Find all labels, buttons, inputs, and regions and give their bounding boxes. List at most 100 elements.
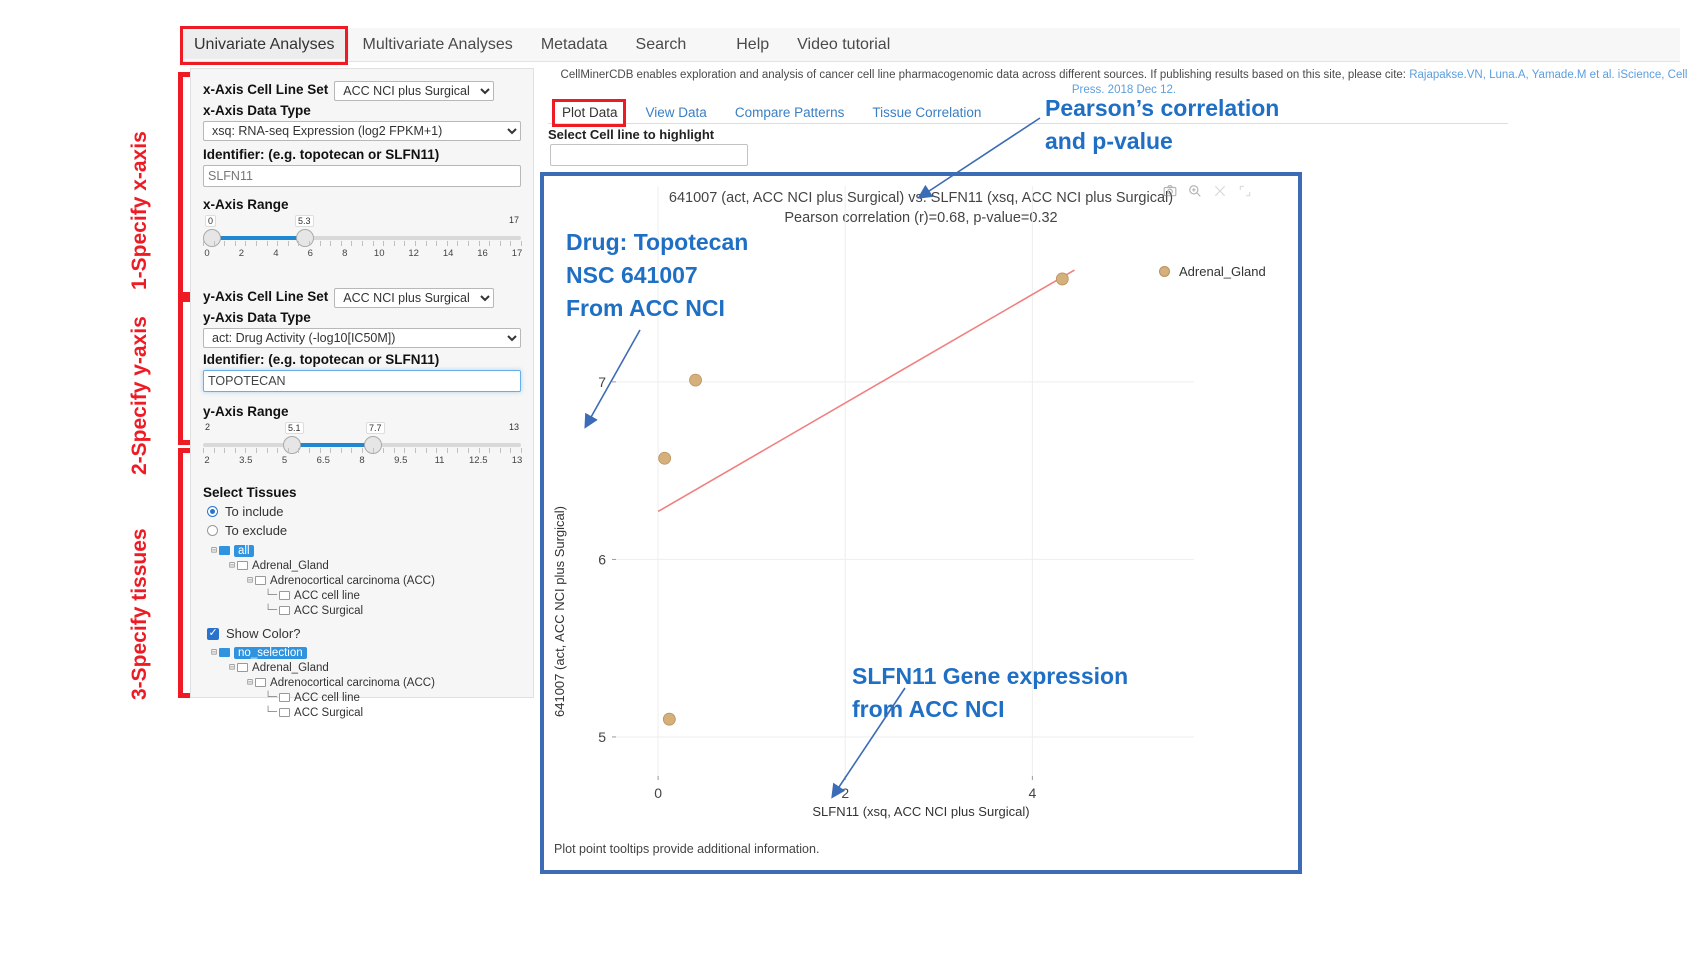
- tissue-tree-node[interactable]: ⊟ all: [203, 543, 521, 558]
- highlight-cellline-label: Select Cell line to highlight: [548, 127, 715, 142]
- x-slider-knob-low[interactable]: [203, 229, 221, 247]
- slider-tick-label: 0: [204, 248, 210, 259]
- tissue-tree-node[interactable]: ⊟ Adrenal_Gland: [203, 660, 521, 675]
- tissue-tree-node[interactable]: ⊟ Adrenocortical carcinoma (ACC): [203, 573, 521, 588]
- tree-node-label: ACC Surgical: [294, 706, 364, 719]
- folder-icon: [237, 663, 249, 672]
- tab-view-data[interactable]: View Data: [645, 105, 707, 120]
- trendline: [657, 269, 1075, 513]
- radio-to-include[interactable]: To include: [207, 504, 521, 519]
- tree-expander-icon[interactable]: └─: [265, 707, 278, 718]
- step-label-2: 2-Specify y-axis: [128, 316, 151, 475]
- x-cellline-select[interactable]: ACC NCI plus Surgical: [334, 81, 495, 101]
- data-point[interactable]: [689, 373, 702, 387]
- tissue-tree-include: ⊟ all ⊟ Adrenal_Gland ⊟ Adrenocortical carcin…: [203, 543, 521, 618]
- x-range-min-value: 0: [205, 215, 217, 227]
- annotation-pearson: Pearson’s correlation and p-value: [1045, 95, 1280, 154]
- slider-tick-label: 14: [442, 248, 454, 259]
- plot-title-stats: Pearson correlation (r)=0.68, p-value=0.…: [784, 210, 1058, 226]
- slider-tick-label: 5: [281, 455, 288, 466]
- nav-item-help[interactable]: Help: [736, 35, 770, 53]
- nav-item-metadata[interactable]: Metadata: [540, 35, 608, 53]
- tree-expander-icon[interactable]: └─: [265, 590, 278, 601]
- radio-include-label: To include: [225, 504, 284, 519]
- y-range-high-value: 7.7: [366, 422, 385, 434]
- data-point[interactable]: [1055, 272, 1069, 286]
- tree-expander-icon[interactable]: ⊟: [247, 677, 254, 688]
- tree-node-label: Adrenocortical carcinoma (ACC): [270, 574, 435, 587]
- tree-expander-icon[interactable]: ⊟: [229, 560, 236, 571]
- tissue-tree-node[interactable]: └─ ACC cell line: [203, 690, 521, 705]
- plot-x-axis-label: SLFN11 (xsq, ACC NCI plus Surgical): [812, 804, 1030, 819]
- nav-item-univariate-analyses[interactable]: Univariate Analyses: [180, 30, 349, 59]
- tree-node-label: all: [234, 544, 254, 557]
- pan-icon[interactable]: [1213, 184, 1227, 198]
- y-cellline-select[interactable]: ACC NCI plus Surgical: [334, 288, 495, 308]
- tree-expander-icon[interactable]: ⊟: [211, 545, 218, 556]
- slider-tick-label: 8: [342, 248, 348, 259]
- tab-plot-data[interactable]: Plot Data: [562, 105, 618, 120]
- x-slider-fill: [212, 236, 305, 240]
- x-identifier-input[interactable]: [203, 165, 521, 187]
- tissue-selection-block: Select Tissues To include To exclude ⊟ al…: [203, 485, 521, 720]
- nav-item-multivariate-analyses[interactable]: Multivariate Analyses: [362, 35, 513, 53]
- y-datatype-select[interactable]: act: Drug Activity (-log10[IC50M]): [203, 328, 521, 348]
- data-point[interactable]: [662, 712, 676, 726]
- slider-tick-label: 10: [373, 248, 385, 259]
- nav-item-video-tutorial[interactable]: Video tutorial: [797, 35, 891, 53]
- tissue-tree-node[interactable]: └─ ACC Surgical: [203, 705, 521, 720]
- y-range-slider[interactable]: 2 5.1 7.7 13 2 3.5 5 6.5 8 9.5 11 12.5 13: [203, 422, 522, 471]
- y-cellline-row: y-Axis Cell Line Set ACC NCI plus Surgic…: [203, 288, 521, 308]
- tree-node-label: no_selection: [234, 646, 307, 659]
- x-cellline-label: x-Axis Cell Line Set: [203, 82, 329, 97]
- camera-icon[interactable]: [1163, 184, 1177, 198]
- step-label-3: 3-Specify tissues: [128, 528, 151, 700]
- x-range-label: x-Axis Range: [203, 197, 289, 212]
- tab-compare-patterns[interactable]: Compare Patterns: [734, 105, 845, 120]
- tree-node-label: Adrenal_Gland: [252, 661, 329, 674]
- tissue-tree-node[interactable]: └─ ACC Surgical: [203, 603, 521, 618]
- slider-tick-label: 17: [511, 248, 523, 259]
- folder-icon: [255, 576, 267, 585]
- y-slider-knob-low[interactable]: [283, 436, 301, 454]
- tree-expander-icon[interactable]: └─: [265, 605, 278, 616]
- y-range-label: y-Axis Range: [203, 404, 289, 419]
- tree-expander-icon[interactable]: ⊟: [247, 575, 254, 586]
- x-datatype-select[interactable]: xsq: RNA-seq Expression (log2 FPKM+1): [203, 121, 521, 141]
- tissue-tree-node[interactable]: ⊟ Adrenal_Gland: [203, 558, 521, 573]
- y-slider-knob-high[interactable]: [364, 436, 382, 454]
- step-bracket-1: [178, 72, 192, 297]
- y-identifier-input[interactable]: [203, 370, 521, 392]
- tree-expander-icon[interactable]: ⊟: [211, 647, 218, 658]
- radio-to-exclude[interactable]: To exclude: [207, 523, 521, 538]
- zoom-in-icon[interactable]: [1188, 184, 1202, 198]
- tab-tissue-correlation[interactable]: Tissue Correlation: [872, 105, 982, 120]
- y-tick-label: 5: [598, 729, 606, 745]
- y-slider-ticklabels: 2 3.5 5 6.5 8 9.5 11 12.5 13: [203, 455, 522, 469]
- x-datatype-label: x-Axis Data Type: [203, 103, 311, 118]
- tissue-tree-node[interactable]: ⊟ Adrenocortical carcinoma (ACC): [203, 675, 521, 690]
- folder-icon: [219, 546, 231, 555]
- slider-tick-label: 9.5: [394, 455, 408, 466]
- checkbox-checked-icon: [207, 626, 219, 640]
- citation-text: CellMinerCDB enables exploration and ana…: [548, 68, 1700, 98]
- tree-expander-icon[interactable]: └─: [265, 692, 278, 703]
- x-tick-label: 2: [841, 785, 849, 801]
- analysis-tabs: Plot Data View Data Compare Patterns Tis…: [548, 102, 1508, 124]
- tissue-tree-node[interactable]: └─ ACC cell line: [203, 588, 521, 603]
- slider-tick-label: 6: [307, 248, 313, 259]
- show-color-checkbox[interactable]: Show Color?: [207, 626, 521, 641]
- tree-expander-icon[interactable]: ⊟: [229, 662, 236, 673]
- tissue-tree-node[interactable]: ⊟ no_selection: [203, 645, 521, 660]
- slider-tick-label: 3.5: [239, 455, 253, 466]
- tree-node-label: Adrenal_Gland: [252, 559, 329, 572]
- controls-sidebar: x-Axis Cell Line Set ACC NCI plus Surgic…: [190, 68, 534, 719]
- autoscale-icon[interactable]: [1238, 184, 1252, 198]
- x-range-slider[interactable]: 0 5.3 17 0 2 4 6 8 10 12 14 16 17: [203, 215, 523, 264]
- data-point[interactable]: [658, 451, 672, 465]
- citation-link[interactable]: Rajapakse.VN, Luna.A, Yamade.M et al. iS…: [1071, 69, 1688, 96]
- radio-exclude-label: To exclude: [225, 523, 288, 538]
- y-range-min-bound: 2: [205, 422, 211, 432]
- nav-item-search[interactable]: Search: [635, 35, 687, 53]
- highlight-cellline-input[interactable]: [550, 144, 748, 166]
